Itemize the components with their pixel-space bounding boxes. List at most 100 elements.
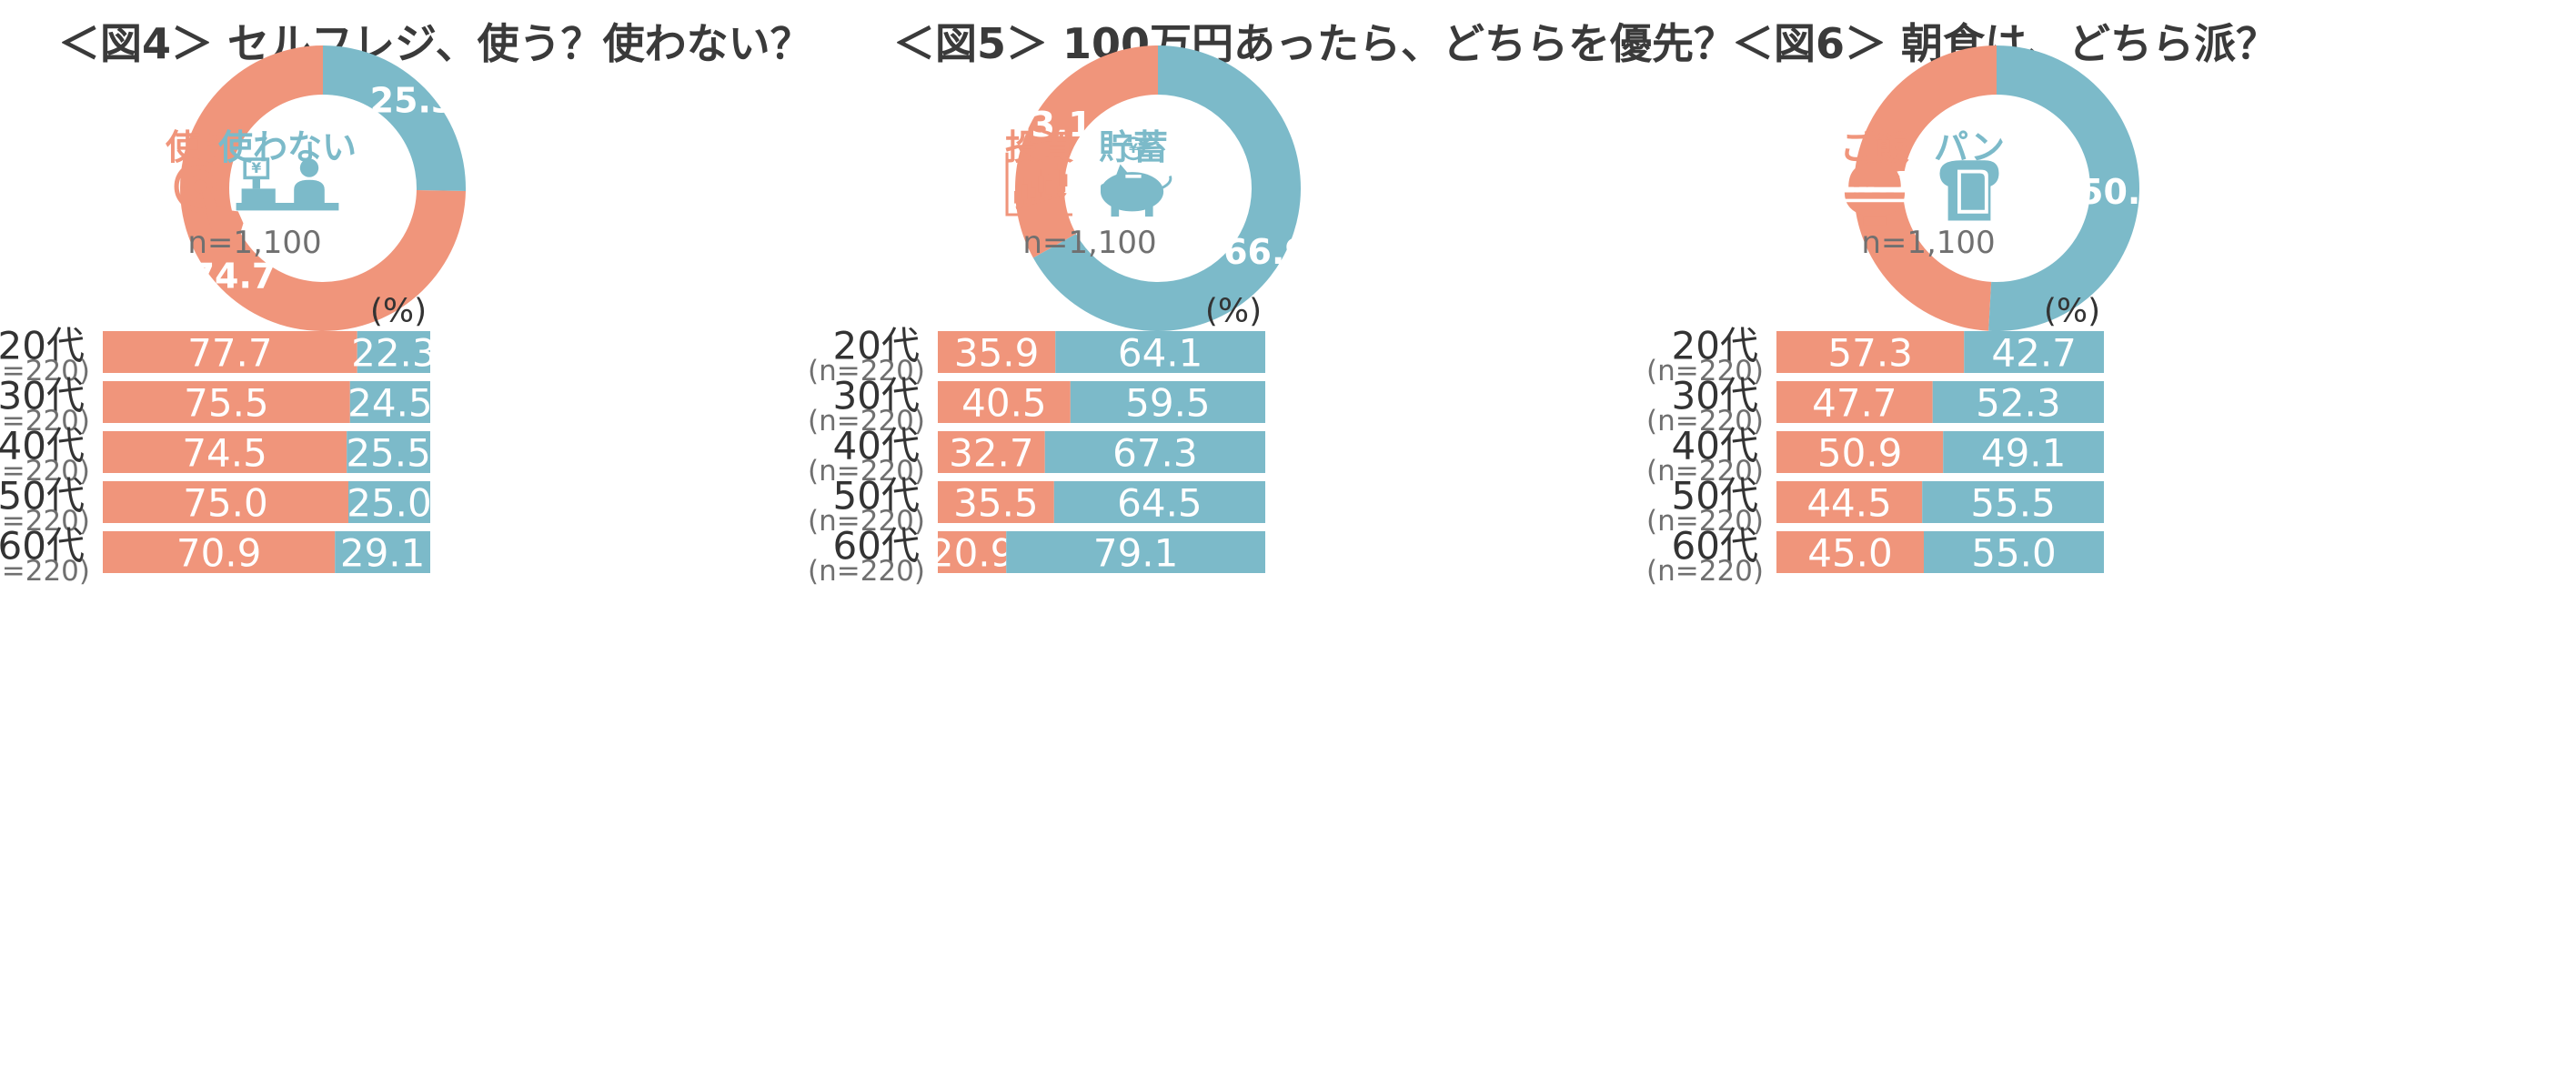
touch-hand-icon <box>174 160 244 241</box>
candle-body <box>1038 176 1044 193</box>
bar-segment <box>938 531 1007 573</box>
chart-panel-self-checkout: ＜図4＞ セルフレジ、使う？使わない？ 74.7 25.3 使う 使わない ¥ n=1,1… <box>0 0 859 1067</box>
donut-value-label: 50.9 <box>2079 172 2165 212</box>
donut-slice <box>1032 45 1301 331</box>
rice-mound <box>1848 162 1901 187</box>
unit-label: (%) <box>2044 293 2100 330</box>
bar-segment <box>1070 381 1265 423</box>
pig-snout <box>1101 184 1111 195</box>
donut-slice <box>323 45 466 191</box>
bar-segment <box>938 481 1054 523</box>
coin-slot <box>1125 175 1142 178</box>
bar-segment <box>103 381 350 423</box>
chart-canvas: 74.725.3使う使わない¥n=1,100(%)20代(n=220)77.72… <box>0 45 466 588</box>
row-sample-size-label: (n=220) <box>1646 555 1764 588</box>
bar-segment <box>1922 481 2104 523</box>
bar-segment <box>1932 381 2104 423</box>
bar-segment <box>103 481 348 523</box>
bar-value-label: 59.5 <box>1125 381 1211 426</box>
bowl-foot <box>1863 216 1887 226</box>
row-sample-size-label: (n=220) <box>0 455 90 488</box>
yen-sign: ¥ <box>1129 142 1138 156</box>
bar-segment <box>103 531 336 573</box>
touch-ring <box>174 160 226 213</box>
donut-slice <box>1853 45 1997 331</box>
row-category-label: 40代 <box>0 424 85 468</box>
candle-body <box>1053 169 1060 186</box>
row-category-label: 30代 <box>0 374 85 418</box>
candlestick-chart-icon <box>1005 152 1072 216</box>
bar-value-label: 55.0 <box>1971 531 2057 576</box>
candle-body <box>1030 187 1036 198</box>
candle-body <box>1021 184 1028 199</box>
donut-category-label: ご飯 <box>1840 127 1909 167</box>
row-sample-size-label: (n=220) <box>1646 455 1764 488</box>
row-category-label: 60代 <box>0 524 85 569</box>
bar-segment <box>938 381 1071 423</box>
rice-bowl-icon <box>1843 162 1907 226</box>
yen-sign: ¥ <box>251 160 261 176</box>
bar-value-label: 32.7 <box>949 431 1034 476</box>
person-head <box>299 158 319 177</box>
candle-body <box>1062 174 1068 186</box>
bar-value-label: 45.0 <box>1807 531 1893 576</box>
axis-lines <box>1005 152 1072 216</box>
donut-category-label: 投資 <box>1005 127 1074 167</box>
chart-panel-breakfast: ＜図6＞ 朝食は、どちら派？ 49.150.9ご飯パンn=1,100(%)20代… <box>1646 0 2532 1067</box>
unit-label: (%) <box>1205 293 1262 330</box>
row-category-label: 20代 <box>1672 324 1758 368</box>
row-sample-size-label: (n=220) <box>1646 405 1764 438</box>
row-sample-size-label: (n=220) <box>0 505 90 538</box>
chart-panel-investment: ＜図5＞ 100万円あったら、どちらを優先？ 33.1 66.9 投資 貯蓄 ¥ n=1,… <box>808 0 1736 1067</box>
bar-value-label: 57.3 <box>1827 331 1913 376</box>
bar-value-label: 64.1 <box>1118 331 1203 376</box>
register-stand <box>252 177 260 189</box>
bread-icon <box>1939 160 1999 221</box>
bowl <box>1844 192 1906 217</box>
bar-value-label: 75.5 <box>184 381 269 426</box>
bar-value-label: 55.5 <box>1970 481 2056 526</box>
donut-category-label: 貯蓄 <box>1099 127 1168 167</box>
bar-segment <box>1943 431 2104 473</box>
chart-title: ＜図4＞ セルフレジ、使う？使わない？ <box>58 19 812 68</box>
touch-ring <box>183 169 217 204</box>
unit-label: (%) <box>370 293 427 330</box>
bar-segment <box>1776 381 1933 423</box>
row-category-label: 20代 <box>833 324 920 368</box>
donut-category-label: 使わない <box>218 127 357 167</box>
row-sample-size-label: (n=220) <box>808 505 925 538</box>
pig-tail <box>1162 175 1172 189</box>
bar-value-label: 35.9 <box>954 331 1040 376</box>
row-category-label: 50代 <box>833 474 920 518</box>
bar-segment <box>1044 431 1265 473</box>
donut-slice <box>1015 45 1158 258</box>
row-sample-size-label: (n=220) <box>808 555 925 588</box>
register-screen <box>243 157 270 180</box>
bar-segment <box>103 431 347 473</box>
bar-value-label: 47.7 <box>1812 381 1897 426</box>
bar-value-label: 22.3 <box>351 331 437 376</box>
candle-body <box>1045 180 1052 195</box>
bar-value-label: 74.5 <box>182 431 267 476</box>
bar-segment <box>1964 331 2104 373</box>
row-category-label: 60代 <box>833 524 920 569</box>
trend-arrow <box>1015 193 1063 210</box>
pig-leg <box>1144 205 1153 217</box>
bar-value-label: 24.5 <box>347 381 433 426</box>
bar-segment <box>348 481 430 523</box>
bowl-line <box>1843 198 1907 203</box>
bar-value-label: 67.3 <box>1112 431 1198 476</box>
bar-segment <box>938 331 1056 373</box>
bar-segment <box>1776 331 1965 373</box>
row-category-label: 30代 <box>833 374 920 418</box>
bar-segment <box>357 331 430 373</box>
bar-value-label: 49.1 <box>1981 431 2067 476</box>
donut-value-label: 74.7 <box>191 257 277 297</box>
bar-value-label: 35.5 <box>953 481 1039 526</box>
bar-segment <box>1006 531 1265 573</box>
row-sample-size-label: (n=220) <box>1646 355 1764 388</box>
row-sample-size-label: (n=220) <box>808 455 925 488</box>
trend-arrowhead <box>1056 190 1067 202</box>
donut-slice <box>180 45 466 331</box>
row-sample-size-label: (n=220) <box>808 405 925 438</box>
